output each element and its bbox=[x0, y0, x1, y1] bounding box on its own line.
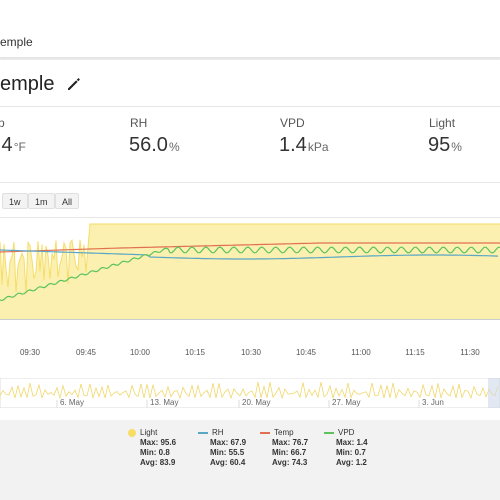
legend-rh-min: Min: 55.5 bbox=[210, 448, 245, 457]
range-all-button[interactable]: All bbox=[55, 193, 80, 209]
metric-light-label: Light bbox=[429, 116, 456, 130]
legend-item-temp[interactable]: Temp Max: 76.7 Min: 66.7 Avg: 74.3 bbox=[260, 428, 324, 468]
navigator-label: 20. May bbox=[242, 398, 270, 407]
legend-vpd-line bbox=[324, 431, 334, 434]
legend-light-avg: Avg: 83.9 bbox=[140, 458, 176, 467]
temp-line bbox=[0, 242, 500, 253]
x-tick-label: 10:15 bbox=[184, 348, 206, 357]
x-tick-label: 09:30 bbox=[19, 348, 41, 357]
legend-item-vpd[interactable]: VPD Max: 1.4 Min: 0.7 Avg: 1.2 bbox=[324, 428, 388, 468]
page-title: emple bbox=[0, 72, 55, 95]
legend-rh-line bbox=[198, 431, 208, 434]
range-1m-button[interactable]: 1m bbox=[28, 193, 55, 209]
legend-light-dot bbox=[128, 428, 136, 437]
legend-temp-min: Min: 66.7 bbox=[272, 448, 307, 457]
metric-light-unit: % bbox=[451, 140, 462, 154]
navigator-selection bbox=[488, 378, 500, 408]
metric-light-value: 95% bbox=[428, 134, 462, 157]
legend-temp-line bbox=[260, 431, 270, 434]
pencil-icon[interactable] bbox=[66, 76, 82, 92]
metric-rh-number: 56.0 bbox=[129, 134, 168, 156]
metric-rh-label: RH bbox=[130, 116, 148, 130]
navigator-label: 27. May bbox=[332, 398, 360, 407]
legend-light-max: Max: 95.6 bbox=[140, 438, 177, 447]
x-tick-label: 10:45 bbox=[295, 348, 317, 357]
legend-vpd-avg: Avg: 1.2 bbox=[336, 458, 367, 467]
device-card: emple p .4°F RH 56.0% VPD 1.4kPa Light 9… bbox=[0, 60, 500, 420]
metric-temp-label: p bbox=[0, 116, 5, 130]
vpd-line bbox=[0, 246, 500, 302]
x-tick-label: 10:30 bbox=[240, 348, 262, 357]
navigator-label: 6. May bbox=[60, 398, 84, 407]
metric-rh-unit: % bbox=[168, 140, 180, 154]
x-axis-labels: 09:30 09:45 10:00 10:15 10:30 10:45 11:0… bbox=[0, 348, 500, 362]
main-chart[interactable] bbox=[0, 220, 500, 320]
metric-rh-value: 56.0% bbox=[129, 134, 180, 157]
legend-light-name: Light bbox=[140, 428, 158, 437]
range-divider bbox=[0, 217, 500, 218]
rh-line bbox=[0, 249, 499, 260]
navigator-svg[interactable]: 6. May 13. May 20. May 27. May 3. Jun bbox=[0, 377, 500, 409]
top-bar: emple bbox=[0, 0, 500, 58]
metric-vpd-label: VPD bbox=[280, 116, 305, 130]
navigator-series bbox=[0, 381, 499, 400]
pencil-icon-graphic bbox=[68, 78, 81, 90]
breadcrumb[interactable]: emple bbox=[0, 35, 33, 49]
navigator[interactable]: 6. May 13. May 20. May 27. May 3. Jun bbox=[0, 377, 500, 409]
legend-rh-avg: Avg: 60.4 bbox=[210, 458, 246, 467]
legend-rh-max: Max: 67.9 bbox=[210, 438, 247, 447]
legend-rh-name: RH bbox=[212, 428, 224, 437]
metric-vpd-unit: kPa bbox=[307, 140, 329, 154]
legend-temp-name: Temp bbox=[274, 428, 294, 437]
x-tick-label: 11:00 bbox=[351, 348, 371, 357]
navigator-label: 13. May bbox=[150, 398, 178, 407]
metric-temp-number: .4 bbox=[0, 134, 13, 156]
x-tick-label: 11:15 bbox=[405, 348, 425, 357]
legend-item-rh[interactable]: RH Max: 67.9 Min: 55.5 Avg: 60.4 bbox=[198, 428, 262, 468]
title-divider bbox=[0, 106, 500, 107]
x-tick-label: 09:45 bbox=[75, 348, 97, 357]
metric-temp-unit: °F bbox=[13, 140, 26, 154]
legend-vpd-min: Min: 0.7 bbox=[336, 448, 366, 457]
legend-temp-max: Max: 76.7 bbox=[272, 438, 309, 447]
legend-temp-avg: Avg: 74.3 bbox=[272, 458, 308, 467]
navigator-label: 3. Jun bbox=[422, 398, 444, 407]
metric-vpd-value: 1.4kPa bbox=[279, 134, 329, 157]
x-tick-label: 11:30 bbox=[460, 348, 480, 357]
legend-vpd-max: Max: 1.4 bbox=[336, 438, 368, 447]
metric-vpd-number: 1.4 bbox=[279, 134, 307, 156]
main-chart-svg[interactable] bbox=[0, 220, 500, 320]
light-line bbox=[0, 223, 500, 294]
title-row: emple bbox=[0, 66, 82, 102]
range-1w-button[interactable]: 1w bbox=[2, 193, 28, 209]
legend-light-min: Min: 0.8 bbox=[140, 448, 170, 457]
metrics-divider bbox=[0, 182, 500, 183]
metric-light-number: 95 bbox=[428, 134, 451, 156]
metric-temp-value: .4°F bbox=[0, 134, 26, 157]
x-tick-label: 10:00 bbox=[129, 348, 151, 357]
legend-vpd-name: VPD bbox=[338, 428, 355, 437]
legend: Light Max: 95.6 Min: 0.8 Avg: 83.9 RH Ma… bbox=[128, 428, 388, 472]
legend-item-light[interactable]: Light Max: 95.6 Min: 0.8 Avg: 83.9 bbox=[128, 428, 192, 468]
